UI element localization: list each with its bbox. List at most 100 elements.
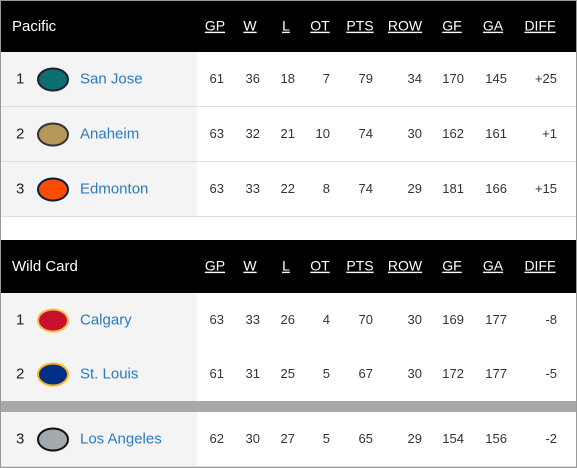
column-header[interactable]: GF xyxy=(442,18,461,34)
column-header[interactable]: GF xyxy=(442,258,461,274)
team-cell-bg xyxy=(0,293,197,348)
column-header[interactable]: GA xyxy=(483,258,504,274)
stat-value: 145 xyxy=(485,71,507,86)
stat-value: 63 xyxy=(210,312,224,327)
stat-value: 166 xyxy=(485,181,507,196)
team-logo xyxy=(37,427,69,452)
stat-value: 21 xyxy=(281,126,295,141)
stat-value: 65 xyxy=(359,431,373,446)
team-cell-bg xyxy=(0,347,197,402)
stat-value: 154 xyxy=(442,431,464,446)
divider-bar xyxy=(0,401,577,412)
stat-value: 70 xyxy=(359,312,373,327)
column-header[interactable]: W xyxy=(243,18,257,34)
team-cell-bg xyxy=(0,412,197,467)
team-logo xyxy=(37,122,69,147)
stat-value: 7 xyxy=(323,71,330,86)
section-header-bg xyxy=(0,0,577,53)
column-header[interactable]: ROW xyxy=(388,258,423,274)
diff-value: -8 xyxy=(545,312,557,327)
diff-value: +15 xyxy=(535,181,557,196)
stat-value: 36 xyxy=(246,71,260,86)
stat-value: 162 xyxy=(442,126,464,141)
team-cell-bg xyxy=(0,107,197,162)
stat-value: 79 xyxy=(359,71,373,86)
stat-value: 161 xyxy=(485,126,507,141)
rank: 2 xyxy=(16,365,24,382)
team-cell-bg xyxy=(0,162,197,217)
team-name[interactable]: Anaheim xyxy=(80,125,139,142)
section-title: Pacific xyxy=(12,18,57,35)
stat-value: 181 xyxy=(442,181,464,196)
diff-value: +25 xyxy=(535,71,557,86)
stat-value: 63 xyxy=(210,181,224,196)
column-header[interactable]: OT xyxy=(310,258,330,274)
section-title: Wild Card xyxy=(12,258,78,275)
stat-value: 67 xyxy=(359,366,373,381)
stat-value: 26 xyxy=(281,312,295,327)
stat-value: 63 xyxy=(210,126,224,141)
stat-value: 156 xyxy=(485,431,507,446)
stat-value: 62 xyxy=(210,431,224,446)
stat-value: 10 xyxy=(316,126,330,141)
stat-value: 5 xyxy=(323,431,330,446)
stat-value: 32 xyxy=(246,126,260,141)
rank: 3 xyxy=(16,430,24,447)
column-header[interactable]: OT xyxy=(310,18,330,34)
stat-value: 29 xyxy=(408,181,422,196)
column-header[interactable]: W xyxy=(243,258,257,274)
column-header[interactable]: GP xyxy=(205,258,225,274)
team-logo xyxy=(37,177,69,202)
stat-value: 5 xyxy=(323,366,330,381)
stat-value: 31 xyxy=(246,366,260,381)
team-name[interactable]: San Jose xyxy=(80,70,143,87)
stat-value: 22 xyxy=(281,181,295,196)
column-header[interactable]: ROW xyxy=(388,18,423,34)
stat-value: 33 xyxy=(246,312,260,327)
rank: 1 xyxy=(16,311,24,328)
diff-value: -2 xyxy=(545,431,557,446)
column-header[interactable]: L xyxy=(282,258,290,274)
rank: 2 xyxy=(16,125,24,142)
team-name[interactable]: Calgary xyxy=(80,311,132,328)
section-header-bg xyxy=(0,240,577,293)
stat-value: 30 xyxy=(408,366,422,381)
rank: 3 xyxy=(16,180,24,197)
column-header[interactable]: GP xyxy=(205,18,225,34)
diff-value: +1 xyxy=(542,126,557,141)
stat-value: 172 xyxy=(442,366,464,381)
team-name[interactable]: St. Louis xyxy=(80,365,138,382)
stat-value: 33 xyxy=(246,181,260,196)
team-name[interactable]: Los Angeles xyxy=(80,430,162,447)
stat-value: 169 xyxy=(442,312,464,327)
stat-value: 30 xyxy=(408,312,422,327)
stat-value: 30 xyxy=(408,126,422,141)
column-header[interactable]: DIFF xyxy=(524,258,555,274)
team-name[interactable]: Edmonton xyxy=(80,180,148,197)
column-header[interactable]: PTS xyxy=(346,258,373,274)
column-header[interactable]: DIFF xyxy=(524,18,555,34)
column-header[interactable]: L xyxy=(282,18,290,34)
stat-value: 30 xyxy=(246,431,260,446)
stat-value: 4 xyxy=(323,312,330,327)
stat-value: 18 xyxy=(281,71,295,86)
diff-value: -5 xyxy=(545,366,557,381)
rank: 1 xyxy=(16,70,24,87)
column-header[interactable]: GA xyxy=(483,18,504,34)
team-logo xyxy=(37,362,69,387)
stat-value: 27 xyxy=(281,431,295,446)
stat-value: 34 xyxy=(408,71,422,86)
team-cell-bg xyxy=(0,52,197,107)
stat-value: 8 xyxy=(323,181,330,196)
column-header[interactable]: PTS xyxy=(346,18,373,34)
stat-value: 177 xyxy=(485,312,507,327)
team-logo xyxy=(37,67,69,92)
stat-value: 61 xyxy=(210,366,224,381)
stat-value: 74 xyxy=(359,181,373,196)
stat-value: 25 xyxy=(281,366,295,381)
stat-value: 29 xyxy=(408,431,422,446)
stat-value: 61 xyxy=(210,71,224,86)
stat-value: 74 xyxy=(359,126,373,141)
stat-value: 170 xyxy=(442,71,464,86)
stat-value: 177 xyxy=(485,366,507,381)
